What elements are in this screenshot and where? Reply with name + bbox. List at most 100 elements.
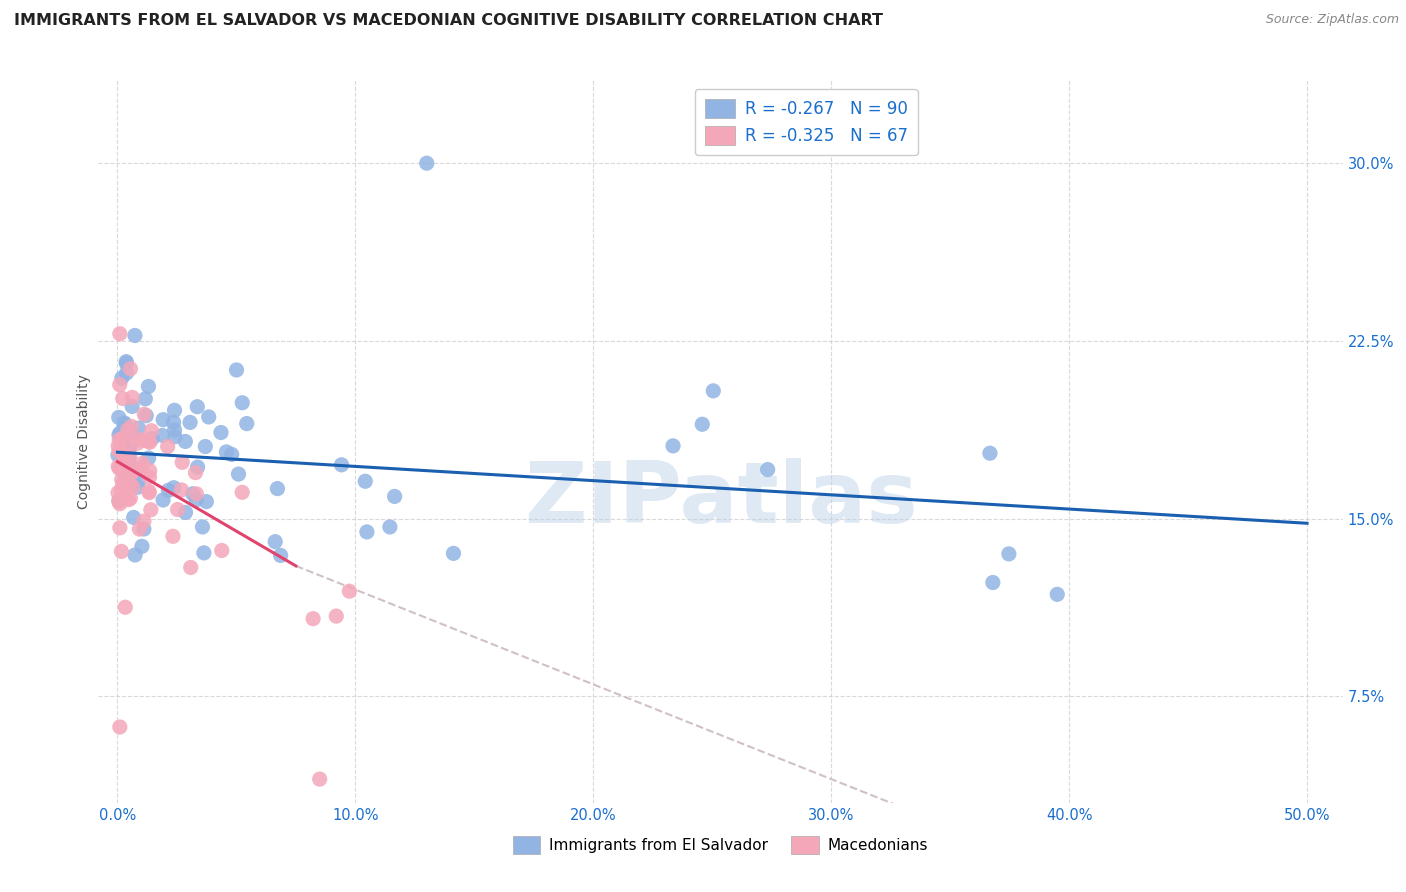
Point [163, 423, 186, 437]
Point [141, 432, 163, 446]
Point [108, 425, 131, 440]
Y-axis label: Cognitive Disability: Cognitive Disability [77, 374, 91, 509]
Point [378, 520, 401, 534]
Point [152, 428, 174, 442]
Point [184, 466, 207, 480]
Point [128, 421, 150, 435]
Point [111, 446, 134, 460]
Legend: Immigrants from El Salvador, Macedonians: Immigrants from El Salvador, Macedonians [506, 830, 935, 860]
Point [112, 457, 135, 471]
Point [114, 416, 136, 430]
Point [231, 485, 253, 500]
Point [115, 356, 138, 370]
Point [115, 453, 138, 467]
Point [337, 584, 360, 599]
Point [139, 502, 162, 516]
Point [135, 409, 157, 423]
Point [108, 443, 131, 458]
Point [174, 434, 197, 449]
Point [138, 379, 160, 393]
Point [128, 462, 150, 476]
Point [132, 434, 155, 448]
Point [128, 522, 150, 536]
Point [138, 484, 160, 499]
Point [107, 448, 129, 462]
Point [117, 423, 139, 437]
Point [194, 440, 217, 454]
Point [186, 492, 208, 507]
Point [443, 546, 465, 560]
Point [114, 600, 136, 615]
Point [132, 522, 155, 536]
Point [157, 483, 180, 498]
Point [120, 438, 142, 452]
Point [118, 444, 141, 458]
Point [162, 415, 184, 429]
Point [124, 328, 146, 343]
Text: IMMIGRANTS FROM EL SALVADOR VS MACEDONIAN COGNITIVE DISABILITY CORRELATION CHART: IMMIGRANTS FROM EL SALVADOR VS MACEDONIA… [14, 13, 883, 29]
Point [118, 470, 141, 484]
Point [266, 482, 288, 496]
Point [121, 419, 143, 434]
Point [702, 384, 724, 398]
Point [111, 392, 134, 406]
Point [231, 396, 253, 410]
Point [124, 548, 146, 562]
Point [325, 609, 347, 624]
Point [108, 497, 131, 511]
Point [118, 475, 141, 490]
Point [115, 460, 138, 475]
Point [186, 400, 208, 414]
Point [264, 534, 287, 549]
Point [270, 549, 292, 563]
Point [122, 463, 145, 477]
Point [108, 326, 131, 341]
Point [108, 493, 131, 508]
Point [107, 459, 129, 474]
Point [981, 575, 1004, 590]
Point [111, 476, 134, 491]
Point [120, 491, 142, 506]
Point [108, 720, 131, 734]
Point [108, 494, 131, 508]
Point [112, 436, 135, 450]
Point [662, 439, 685, 453]
Point [118, 435, 141, 450]
Point [163, 481, 186, 495]
Point [117, 492, 139, 507]
Point [172, 455, 194, 469]
Point [174, 505, 197, 519]
Point [330, 458, 353, 472]
Point [195, 494, 218, 508]
Point [979, 446, 1001, 460]
Point [170, 483, 193, 497]
Point [134, 392, 156, 406]
Point [302, 612, 325, 626]
Point [162, 529, 184, 543]
Point [132, 514, 155, 528]
Point [108, 428, 131, 442]
Point [209, 425, 232, 440]
Point [122, 480, 145, 494]
Point [121, 466, 143, 480]
Point [121, 391, 143, 405]
Point [111, 473, 134, 487]
Point [998, 547, 1021, 561]
Text: Source: ZipAtlas.com: Source: ZipAtlas.com [1265, 13, 1399, 27]
Point [115, 366, 138, 380]
Point [138, 470, 160, 484]
Point [134, 407, 156, 421]
Point [416, 156, 439, 170]
Point [138, 450, 160, 465]
Point [228, 467, 250, 481]
Point [166, 502, 188, 516]
Point [180, 560, 202, 574]
Point [115, 354, 138, 368]
Point [120, 361, 142, 376]
Point [354, 475, 377, 489]
Point [118, 465, 141, 479]
Point [108, 521, 131, 535]
Point [211, 543, 233, 558]
Point [122, 510, 145, 524]
Point [115, 461, 138, 475]
